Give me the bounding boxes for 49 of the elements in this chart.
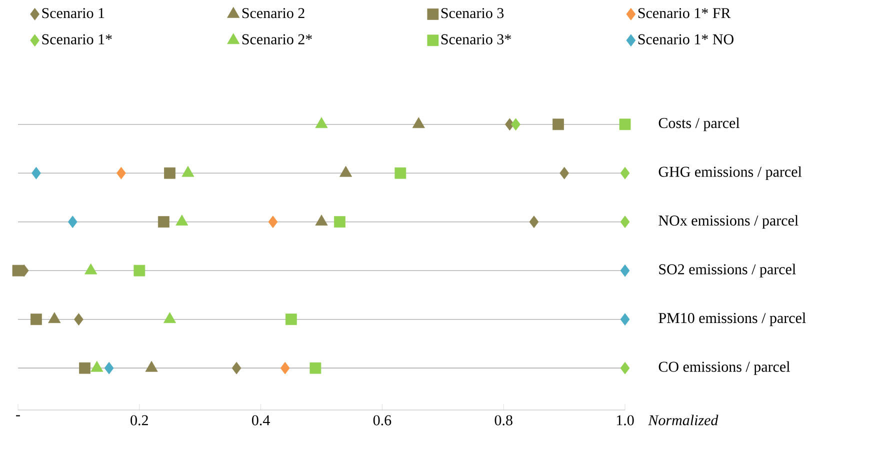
point (134, 264, 146, 276)
point (268, 216, 278, 228)
point (620, 166, 630, 180)
legend-label: Scenario 2* (242, 34, 312, 44)
legend-label: Scenario 1* (42, 34, 112, 44)
x-tick-label: - (16, 415, 20, 416)
legend-label: Scenario 3 (441, 8, 504, 18)
point (79, 362, 90, 374)
point (529, 216, 539, 228)
point (619, 118, 631, 130)
point (620, 362, 630, 374)
y-tick-label: Costs / parcel (658, 118, 740, 132)
x-tick-label: 0.2 (130, 415, 148, 426)
legend-label: Scenario 1* NO (638, 34, 734, 44)
point (68, 216, 78, 228)
point (158, 216, 170, 228)
y-tick-label: CO emissions / parcel (658, 361, 790, 375)
x-axis-title: Normalized (648, 414, 718, 426)
point (511, 118, 520, 131)
y-tick-label: SO2 emissions / parcel (659, 264, 796, 278)
point (620, 216, 630, 228)
point (620, 264, 630, 277)
legend-label: Scenario 1 (42, 8, 104, 18)
point (285, 314, 297, 326)
x-tick-label: 0.8 (494, 415, 512, 426)
y-tick-label: PM10 emissions / parcel (658, 312, 806, 326)
legend-label: Scenario 3* (441, 34, 511, 44)
point (280, 362, 290, 374)
point (394, 167, 406, 179)
point (334, 216, 346, 228)
point (104, 362, 114, 374)
point (310, 362, 322, 374)
point (30, 314, 42, 326)
y-tick-label: GHG emissions / parcel (658, 166, 802, 180)
point (32, 166, 41, 180)
point (74, 313, 84, 326)
y-tick-label: NOx emissions / parcel (658, 215, 798, 229)
point (620, 313, 630, 326)
point (560, 166, 570, 180)
point (232, 362, 242, 374)
x-tick-label: 0.6 (373, 415, 392, 426)
point (552, 118, 564, 130)
point (12, 264, 24, 276)
x-tick-label: 0.4 (252, 415, 270, 426)
point (164, 167, 176, 179)
x-tick-label: 1.0 (616, 415, 634, 426)
legend-label: Scenario 1* FR (638, 8, 731, 18)
point (116, 166, 126, 180)
legend-label: Scenario 2 (242, 8, 304, 18)
